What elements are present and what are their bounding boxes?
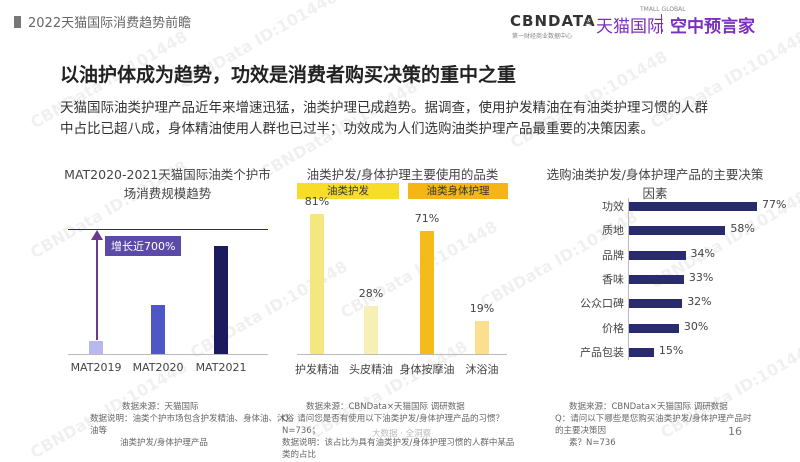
header-marker <box>14 16 21 28</box>
chart1-x-label: MAT2019 <box>70 361 122 374</box>
chart3-row: 产品包装 15% <box>540 343 800 359</box>
chart2-value-label: 19% <box>469 302 495 316</box>
footnote-left-line3: 油类护发/身体护理产品 <box>120 438 208 448</box>
chart2-title: 油类护发/身体护理主要使用的品类 <box>306 167 499 182</box>
header-breadcrumb: 2022天猫国际消费趋势前瞻 <box>28 16 192 31</box>
chart3-value-label: 15% <box>658 343 684 357</box>
logo-divider <box>661 14 662 34</box>
chart1-title: MAT2020-2021天猫国际油类个护市场消费规模趋势 <box>64 167 271 201</box>
chart2-bar <box>420 231 434 354</box>
chart3-bar <box>629 299 683 309</box>
chart3-bar <box>629 274 684 284</box>
chart3-category-label: 公众口碑 <box>580 297 624 311</box>
chart1-bar <box>214 246 228 354</box>
chart2-bar <box>310 214 324 354</box>
tmall-global-logo-caption: TMALL GLOBAL <box>640 6 686 13</box>
chart2-x-label: 身体按摩油 <box>399 363 455 376</box>
chart3-value-label: 33% <box>688 270 714 284</box>
footnote-right-line3: 素？N=736 <box>569 438 616 448</box>
chart3-row: 价格 30% <box>540 319 800 335</box>
page-description: 天猫国际油类护理产品近年来增速迅猛，油类护理已成趋势。据调查，使用护发精油在有油… <box>60 100 708 137</box>
chart2-bar <box>475 321 489 354</box>
chart3-bar <box>629 226 726 236</box>
chart3-value-label: 77% <box>762 198 787 211</box>
footnote-left-line1: 数据来源：天猫国际 <box>122 402 199 412</box>
chart2-group-label: 油类护发 <box>297 183 399 199</box>
chart1-axis <box>68 354 268 355</box>
chart3-value-label: 30% <box>683 319 709 333</box>
chart3-category-label: 功效 <box>602 200 624 213</box>
growth-arrow-stem <box>96 238 98 340</box>
chart3-bar <box>629 347 654 357</box>
chart3-row: 香味 33% <box>540 270 800 286</box>
chart3-category-label: 香味 <box>602 272 624 286</box>
chart2-bar <box>364 305 378 354</box>
prophet-logo: 空中预言家 <box>670 17 755 37</box>
page-title: 以油护体成为趋势，功效是消费者购买决策的重中之重 <box>60 64 517 86</box>
chart3-row: 品牌 34% <box>540 246 800 262</box>
chart1-bar <box>89 340 103 354</box>
chart2-x-label: 护发精油 <box>295 363 339 376</box>
chart3-row: 功效 77% <box>540 198 800 213</box>
chart2-value-label: 28% <box>358 286 384 300</box>
chart1-x-label: MAT2020 <box>132 361 184 374</box>
footnote-right-line1: 数据来源：CBNData×天猫国际 调研数据 <box>569 402 728 412</box>
footnote-middle-line2: Q：请问您是否有使用以下油类护发/身体护理产品的习惯？N=736； <box>282 414 505 436</box>
footnote-middle-line1: 数据来源：CBNData×天猫国际 调研数据 <box>306 402 465 412</box>
chart3-title: 选购油类护发/身体护理产品的主要决策因素 <box>546 167 764 201</box>
chart3-category-label: 价格 <box>602 321 624 335</box>
footnote-left-line2: 数据说明：油类个护市场包含护发精油、身体油、沐浴油等 <box>90 414 295 436</box>
chart2-x-label: 沐浴油 <box>465 363 499 376</box>
chart3-category-label: 质地 <box>602 224 624 238</box>
chart3-bar <box>629 202 757 211</box>
footnote-middle-line3: 数据说明：该占比为具有油类护发/身体护理习惯的人群中某品类的占比 <box>282 438 515 460</box>
tmall-global-logo: 天猫国际 <box>596 17 664 37</box>
footnote-right: 数据来源：CBNData×天猫国际 调研数据 Q：请问以下哪些是您购买油类护发/… <box>555 401 760 449</box>
chart3-value-label: 58% <box>730 222 755 236</box>
footnote-left: 数据来源：天猫国际 数据说明：油类个护市场包含护发精油、身体油、沐浴油等 油类护… <box>90 401 300 449</box>
chart3-bar <box>629 323 679 333</box>
chart2-group-label: 油类身体护理 <box>408 183 508 199</box>
chart3-category-label: 产品包装 <box>580 345 624 359</box>
chart3-category-label: 品牌 <box>602 248 624 262</box>
watermark-text: CBNData ID:101448 <box>187 256 351 363</box>
chart3-value-label: 34% <box>690 246 715 260</box>
growth-badge: 增长近700% <box>105 236 182 256</box>
cbndata-logo-subtitle: 第一财经商业数据中心 <box>512 33 573 40</box>
chart2-value-label: 81% <box>304 195 330 208</box>
footnote-faint: 大数据 · 全洞察 <box>372 429 432 439</box>
logo-times-sign: × <box>583 15 594 29</box>
growth-arrow-icon <box>91 230 103 240</box>
chart2-x-label: 头皮精油 <box>349 363 393 376</box>
chart1-reference-line <box>68 229 268 230</box>
cbndata-logo: CBNDATA <box>510 12 596 30</box>
chart2-value-label: 71% <box>414 212 440 226</box>
chart1-x-label: MAT2021 <box>195 361 247 374</box>
chart3-row: 质地 58% <box>540 222 800 238</box>
chart3-row: 公众口碑 32% <box>540 295 800 311</box>
chart3-axis <box>628 198 629 360</box>
chart1-bar <box>151 305 165 354</box>
chart3-value-label: 32% <box>687 295 712 309</box>
chart3-bar <box>629 250 686 260</box>
page-number: 16 <box>728 425 742 438</box>
footnote-right-line2: Q：请问以下哪些是您购买油类护发/身体护理产品时的主要决策因 <box>555 414 752 436</box>
chart2-axis <box>297 354 507 355</box>
